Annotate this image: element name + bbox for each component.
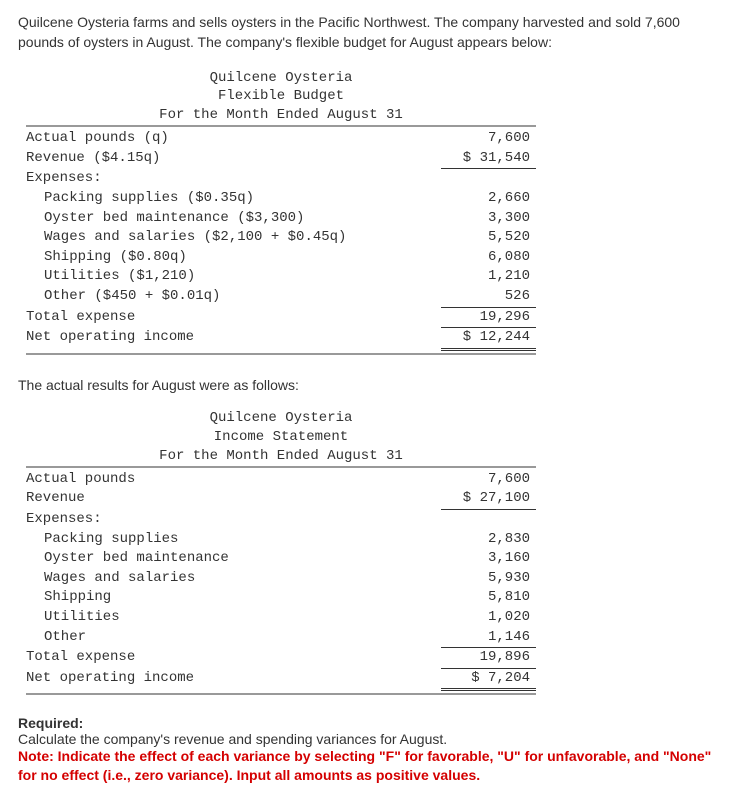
table-row: Revenue $ 27,100 <box>26 489 536 510</box>
actual-header-company: Quilcene Oysteria <box>26 409 536 428</box>
table-row: Total expense 19,296 <box>26 308 536 329</box>
note-text: Note: Indicate the effect of each varian… <box>18 747 721 785</box>
table-row: Packing supplies 2,830 <box>26 530 536 550</box>
row-value <box>441 510 536 530</box>
row-label: Net operating income <box>26 328 441 351</box>
row-label: Packing supplies <box>26 530 441 550</box>
row-value: 19,896 <box>441 648 536 669</box>
table-row: Revenue ($4.15q) $ 31,540 <box>26 149 536 170</box>
row-label: Utilities <box>26 608 441 628</box>
row-label: Actual pounds <box>26 470 441 490</box>
flex-header-period: For the Month Ended August 31 <box>26 106 536 125</box>
table-row: Actual pounds (q) 7,600 <box>26 129 536 149</box>
table-row: Other ($450 + $0.01q) 526 <box>26 287 536 308</box>
row-label: Wages and salaries ($2,100 + $0.45q) <box>26 228 441 248</box>
row-value: 6,080 <box>441 248 536 268</box>
row-value: 2,830 <box>441 530 536 550</box>
table-row: Oyster bed maintenance ($3,300) 3,300 <box>26 209 536 229</box>
row-value: 7,600 <box>441 470 536 490</box>
row-label: Wages and salaries <box>26 569 441 589</box>
table-row: Other 1,146 <box>26 628 536 649</box>
table-row: Utilities ($1,210) 1,210 <box>26 267 536 287</box>
flex-header-title: Flexible Budget <box>26 87 536 106</box>
table-row: Actual pounds 7,600 <box>26 470 536 490</box>
row-value: $ 7,204 <box>441 669 536 692</box>
row-value: 3,300 <box>441 209 536 229</box>
required-title: Required: <box>18 715 721 731</box>
actual-header-period: For the Month Ended August 31 <box>26 447 536 466</box>
table-row: Net operating income $ 12,244 <box>26 328 536 351</box>
row-label: Expenses: <box>26 169 441 189</box>
table-row: Utilities 1,020 <box>26 608 536 628</box>
table-row: Expenses: <box>26 510 536 530</box>
row-label: Other <box>26 628 441 649</box>
row-value: 1,146 <box>441 628 536 649</box>
table-row: Shipping 5,810 <box>26 588 536 608</box>
flex-header-company: Quilcene Oysteria <box>26 69 536 88</box>
table-row: Oyster bed maintenance 3,160 <box>26 549 536 569</box>
row-label: Utilities ($1,210) <box>26 267 441 287</box>
actual-header-title: Income Statement <box>26 428 536 447</box>
row-label: Net operating income <box>26 669 441 692</box>
row-value: 1,210 <box>441 267 536 287</box>
row-value <box>441 169 536 189</box>
table-row: Shipping ($0.80q) 6,080 <box>26 248 536 268</box>
row-label: Actual pounds (q) <box>26 129 441 149</box>
row-label: Revenue <box>26 489 441 510</box>
intro-paragraph: Quilcene Oysteria farms and sells oyster… <box>18 12 721 53</box>
row-value: 19,296 <box>441 308 536 329</box>
row-value: 1,020 <box>441 608 536 628</box>
row-value: 7,600 <box>441 129 536 149</box>
table-row: Net operating income $ 7,204 <box>26 669 536 692</box>
row-value: 5,930 <box>441 569 536 589</box>
row-value: $ 12,244 <box>441 328 536 351</box>
row-label: Revenue ($4.15q) <box>26 149 441 170</box>
row-label: Shipping ($0.80q) <box>26 248 441 268</box>
flexible-budget-statement: Quilcene Oysteria Flexible Budget For th… <box>26 69 536 355</box>
row-label: Oyster bed maintenance ($3,300) <box>26 209 441 229</box>
row-label: Total expense <box>26 648 441 669</box>
table-row: Expenses: <box>26 169 536 189</box>
row-label: Shipping <box>26 588 441 608</box>
row-label: Expenses: <box>26 510 441 530</box>
row-label: Packing supplies ($0.35q) <box>26 189 441 209</box>
table-row: Wages and salaries ($2,100 + $0.45q) 5,5… <box>26 228 536 248</box>
row-value: 2,660 <box>441 189 536 209</box>
actual-intro-paragraph: The actual results for August were as fo… <box>18 375 721 395</box>
row-label: Oyster bed maintenance <box>26 549 441 569</box>
table-row: Packing supplies ($0.35q) 2,660 <box>26 189 536 209</box>
table-row: Total expense 19,896 <box>26 648 536 669</box>
row-label: Other ($450 + $0.01q) <box>26 287 441 308</box>
row-value: $ 31,540 <box>441 149 536 170</box>
required-section: Required: Calculate the company's revenu… <box>18 715 721 785</box>
row-value: 5,810 <box>441 588 536 608</box>
row-label: Total expense <box>26 308 441 329</box>
table-row: Wages and salaries 5,930 <box>26 569 536 589</box>
income-statement: Quilcene Oysteria Income Statement For t… <box>26 409 536 695</box>
row-value: 3,160 <box>441 549 536 569</box>
row-value: $ 27,100 <box>441 489 536 510</box>
required-text: Calculate the company's revenue and spen… <box>18 731 721 747</box>
row-value: 5,520 <box>441 228 536 248</box>
row-value: 526 <box>441 287 536 308</box>
